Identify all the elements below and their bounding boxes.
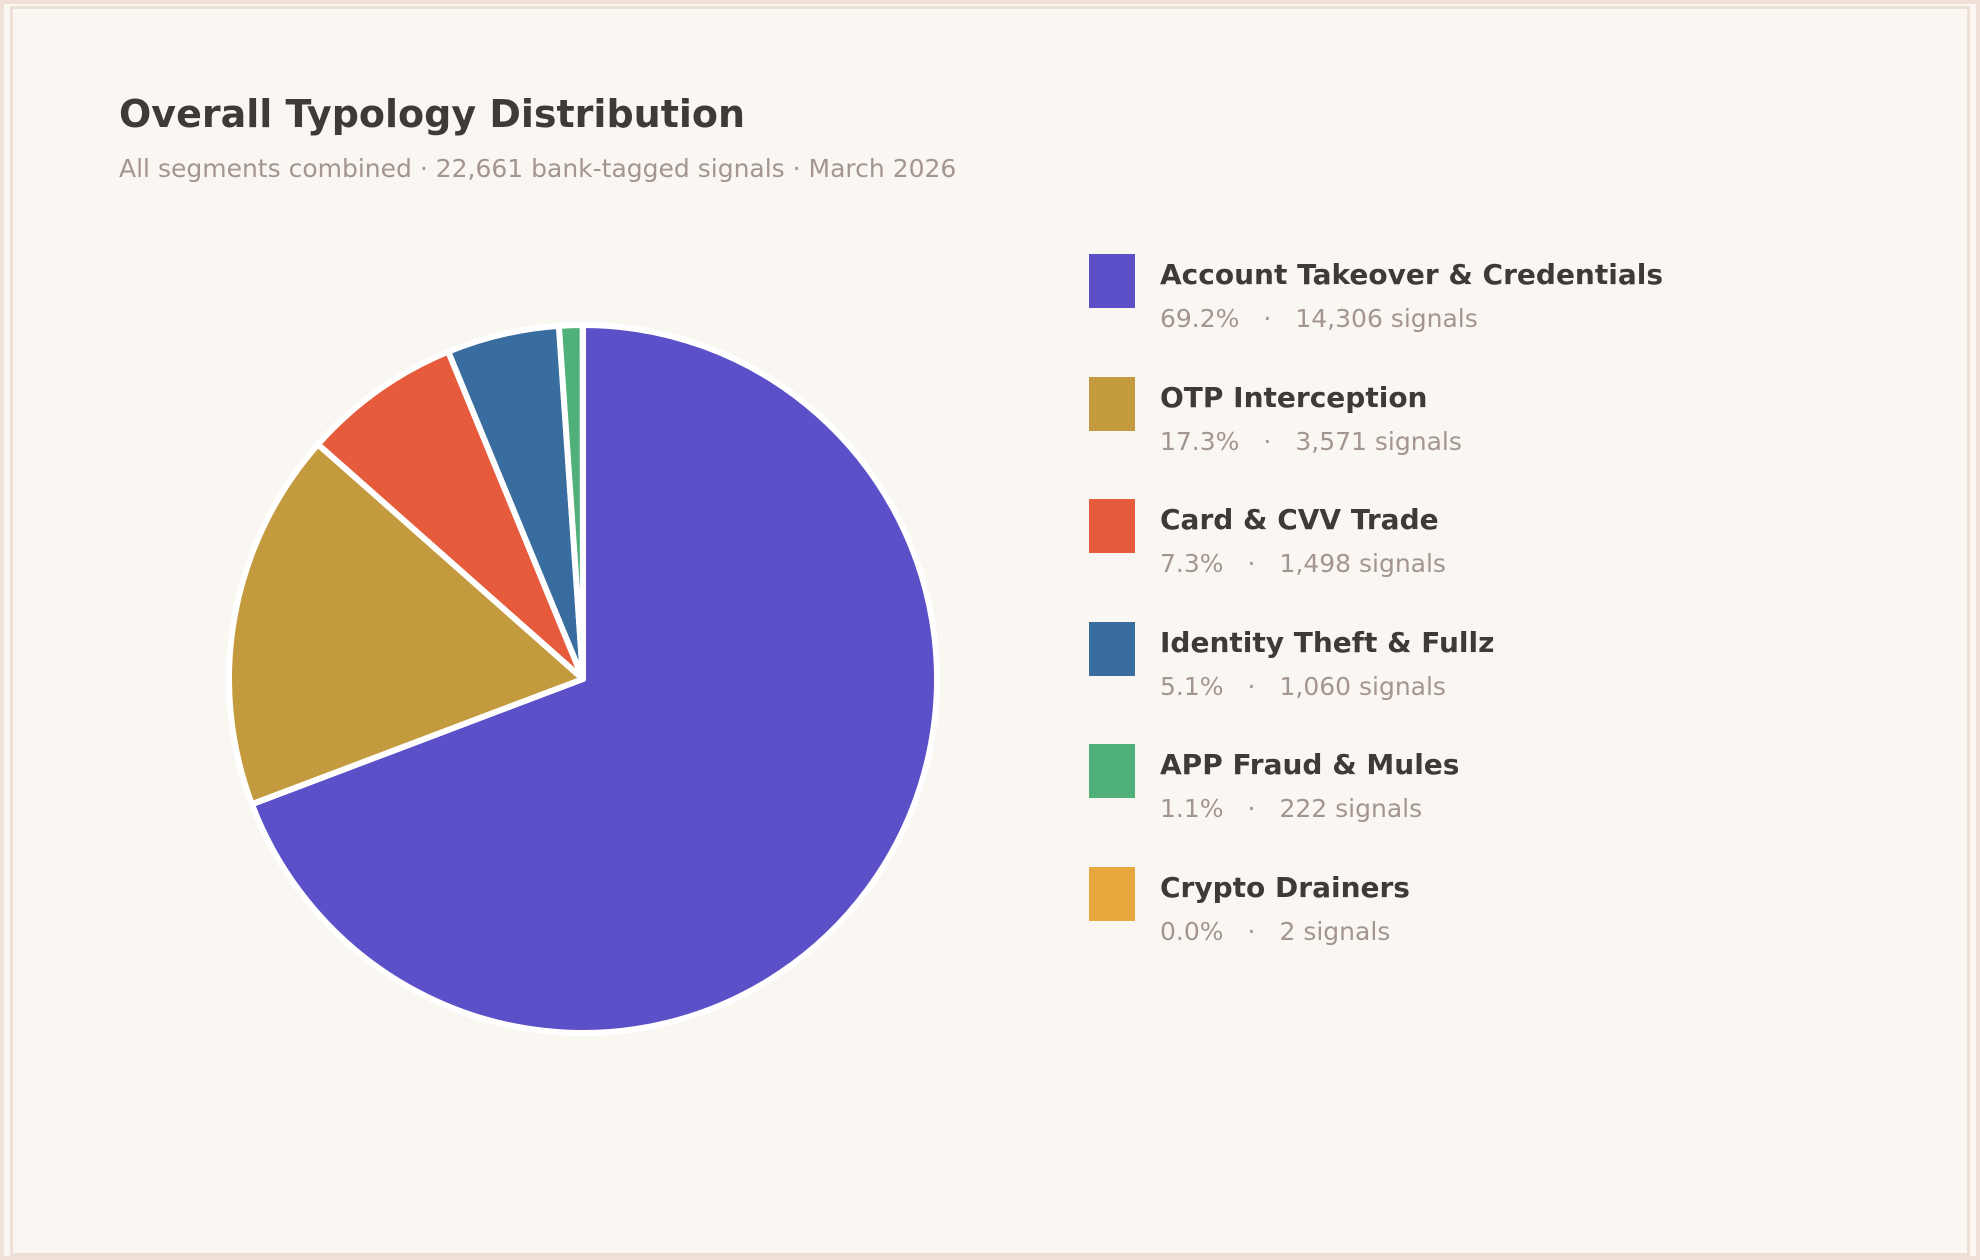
legend-swatch-app-fraud bbox=[1089, 744, 1135, 798]
legend-label-otp-interception: OTP Interception bbox=[1160, 380, 1428, 414]
legend-separator: · bbox=[1263, 304, 1272, 333]
legend-percent-crypto-drainers: 0.0% bbox=[1160, 916, 1224, 946]
legend-item-account-takeover: Account Takeover & Credentials 69.2% · 14,… bbox=[1089, 254, 1949, 377]
legend-signals-app-fraud: 222 signals bbox=[1279, 794, 1423, 823]
legend-percent-card-cvv-trade: 7.3% bbox=[1160, 549, 1224, 578]
legend-label-app-fraud: APP Fraud & Mules bbox=[1160, 748, 1460, 781]
legend-label-account-takeover: Account Takeover & Credentials bbox=[1160, 258, 1664, 291]
legend-item-card-cvv-trade: Card & CVV Trade 7.3% · 1,498 signals bbox=[1089, 499, 1949, 622]
legend-item-identity-theft: Identity Theft & Fullz 5.1% · 1,060 signal… bbox=[1089, 621, 1949, 745]
legend-percent-identity-theft: 5.1% bbox=[1160, 671, 1224, 701]
legend: Account Takeover & Credentials 69.2% · 14,… bbox=[1089, 254, 1949, 989]
legend-separator: · bbox=[1247, 794, 1256, 823]
legend-separator: · bbox=[1247, 916, 1256, 946]
legend-label-card-cvv-trade: Card & CVV Trade bbox=[1160, 503, 1439, 536]
legend-signals-otp-interception: 3,571 signals bbox=[1295, 426, 1462, 456]
legend-stats-account-takeover: 69.2% · 14,306 signals bbox=[1160, 304, 1478, 333]
legend-stats-otp-interception: 17.3% · 3,571 signals bbox=[1160, 427, 1462, 456]
legend-separator: · bbox=[1263, 426, 1272, 456]
legend-item-crypto-drainers: Crypto Drainers 0.0% · 2 signals bbox=[1089, 866, 1949, 990]
legend-item-otp-interception: OTP Interception 17.3% · 3,571 signals bbox=[1089, 376, 1949, 500]
pie-slice-account-takeover bbox=[248, 322, 940, 1036]
legend-percent-otp-interception: 17.3% bbox=[1160, 426, 1240, 456]
legend-stats-card-cvv-trade: 7.3% · 1,498 signals bbox=[1160, 549, 1446, 578]
pie-slice-otp-interception bbox=[226, 441, 586, 808]
legend-signals-crypto-drainers: 2 signals bbox=[1279, 916, 1391, 946]
legend-stats-crypto-drainers: 0.0% · 2 signals bbox=[1160, 917, 1390, 946]
legend-stats-identity-theft: 5.1% · 1,060 signals bbox=[1160, 672, 1446, 701]
legend-swatch-account-takeover bbox=[1089, 254, 1135, 308]
legend-swatch-otp-interception bbox=[1089, 376, 1135, 431]
legend-percent-app-fraud: 1.1% bbox=[1160, 794, 1224, 823]
legend-signals-account-takeover: 14,306 signals bbox=[1295, 304, 1478, 333]
legend-label-crypto-drainers: Crypto Drainers bbox=[1160, 870, 1410, 904]
legend-percent-account-takeover: 69.2% bbox=[1160, 304, 1240, 333]
legend-label-identity-theft: Identity Theft & Fullz bbox=[1160, 625, 1495, 659]
chart-subtitle: All segments combined · 22,661 bank-tagg… bbox=[119, 154, 957, 183]
legend-separator: · bbox=[1247, 549, 1256, 578]
chart-title: Overall Typology Distribution bbox=[119, 92, 746, 136]
legend-swatch-card-cvv-trade bbox=[1089, 499, 1135, 553]
legend-swatch-crypto-drainers bbox=[1089, 866, 1135, 921]
legend-separator: · bbox=[1247, 671, 1256, 701]
pie-slice-card-cvv-trade bbox=[314, 348, 586, 682]
legend-signals-identity-theft: 1,060 signals bbox=[1279, 671, 1446, 701]
legend-swatch-identity-theft bbox=[1089, 621, 1135, 676]
legend-item-app-fraud: APP Fraud & Mules 1.1% · 222 signals bbox=[1089, 744, 1949, 867]
legend-stats-app-fraud: 1.1% · 222 signals bbox=[1160, 794, 1422, 823]
legend-signals-card-cvv-trade: 1,498 signals bbox=[1279, 549, 1446, 578]
